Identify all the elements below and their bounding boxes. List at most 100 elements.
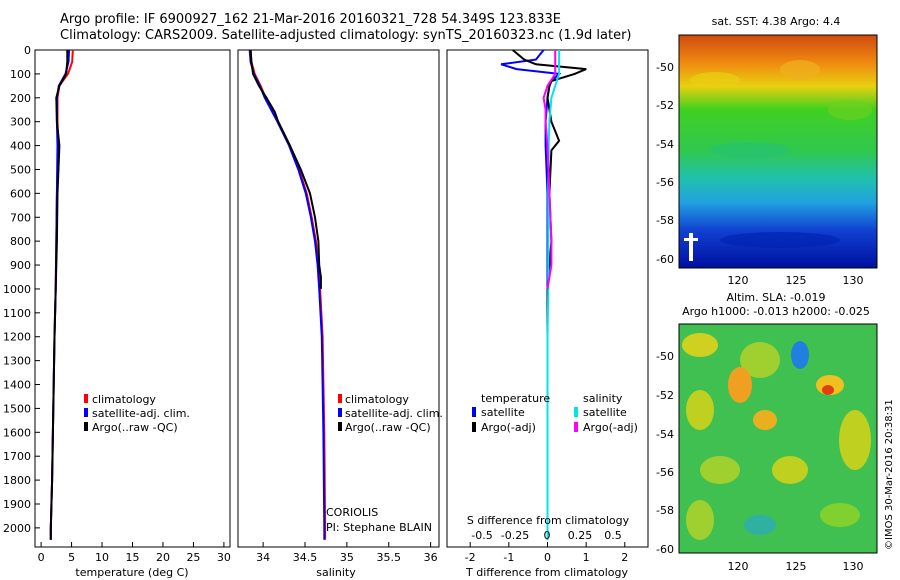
legend-swatch-t-satellite (472, 407, 476, 417)
series-line-salinity-argo-adj- (542, 50, 557, 290)
depth-tick-label: 1300 (3, 355, 31, 368)
series-line-argo-raw-qc- (49, 50, 69, 540)
temperature-panel: 0 5 10 15 20 25 30 (38, 49, 231, 564)
legend-head-temperature: temperature (481, 392, 550, 405)
temperature-axis-label: temperature (deg C) (75, 566, 188, 579)
salinity-panel-frame (237, 49, 440, 548)
s-difference-ticks: -0.5 -0.25 0 0.25 0.5 (471, 529, 621, 542)
x-tick-label: 30 (217, 551, 231, 564)
series-line-satellite-adj-clim- (49, 49, 71, 540)
sst-lat-tick: -52 (656, 99, 674, 112)
depth-tick-label: 600 (10, 187, 31, 200)
sla-lon-tick: 125 (786, 560, 807, 573)
sla-lat-tick: -52 (656, 389, 674, 402)
x-tick-label: 2 (621, 551, 628, 564)
x-tick-label: 1 (583, 551, 590, 564)
salinity-panel: 34 34.5 35 35.5 36 (248, 49, 438, 564)
legend-label-climatology: climatology (92, 393, 156, 406)
sst-lat-tick: -56 (656, 176, 674, 189)
s-tick-label: 0.25 (568, 529, 593, 542)
legend-swatch-climatology (84, 394, 88, 403)
legend-swatch-argo (84, 422, 88, 431)
depth-tick-label: 500 (10, 163, 31, 176)
legend-swatch-s-satellite (574, 407, 578, 417)
difference-panel: -2 -1 0 1 2 (465, 49, 628, 564)
x-tick-label: 15 (126, 551, 140, 564)
x-tick-label: 0 (38, 551, 45, 564)
s-difference-axis-label: S difference from climatology (467, 514, 630, 527)
depth-axis: 0 100 200 300 400 500 600 700 800 900 1000 1100 1200… (3, 44, 40, 535)
sla-map-y-ticks: -50 -52 -54 -56 -58 -60 (656, 350, 674, 556)
legend-head-salinity: salinity (583, 392, 623, 405)
sst-lat-tick: -60 (656, 253, 674, 266)
x-tick-label: 25 (186, 551, 200, 564)
legend-label-argo: Argo(..raw -QC) (92, 421, 178, 434)
series-line-climatology (49, 49, 74, 540)
depth-tick-label: 700 (10, 211, 31, 224)
sst-lat-tick: -50 (656, 61, 674, 74)
depth-tick-label: 300 (10, 116, 31, 129)
legend-label-satellite: satellite-adj. clim. (92, 407, 190, 420)
sst-lat-tick: -54 (656, 138, 674, 151)
climatology-title: Climatology: CARS2009. Satellite-adjuste… (60, 28, 632, 43)
sla-lat-tick: -60 (656, 543, 674, 556)
depth-tick-label: 1200 (3, 331, 31, 344)
sst-map-frame (678, 34, 878, 269)
depth-tick-label: 1700 (3, 450, 31, 463)
sla-lat-tick: -56 (656, 466, 674, 479)
salinity-legend: climatology satellite-adj. clim. Argo(..… (338, 393, 443, 434)
sst-lon-tick: 120 (728, 274, 749, 287)
sla-map-title: Altim. SLA: -0.019 (726, 291, 825, 304)
legend-swatch-s-argo (574, 422, 578, 432)
x-tick-label: 5 (68, 551, 75, 564)
legend-swatch-satellite (84, 408, 88, 417)
watermark: ©IMOS 30-Mar-2016 20:38:31 (884, 399, 895, 550)
credit-coriolis: CORIOLIS (326, 506, 378, 519)
x-tick-label: 0 (544, 551, 551, 564)
legend-swatch-climatology (338, 394, 342, 403)
series-line-climatology (249, 49, 327, 540)
depth-tick-label: 800 (10, 235, 31, 248)
sst-map-x-ticks: 120 125 130 (728, 274, 864, 287)
depth-tick-label: 200 (10, 92, 31, 105)
credit-pi: PI: Stephane BLAIN (326, 521, 432, 534)
s-tick-label: 0.5 (604, 529, 622, 542)
sla-lat-tick: -54 (656, 428, 674, 441)
depth-tick-label: 400 (10, 140, 31, 153)
series-line-satellite-adj-clim- (248, 49, 326, 540)
sst-map-y-ticks: -50 -52 -54 -56 -58 -60 (656, 61, 674, 266)
depth-tick-label: 1800 (3, 474, 31, 487)
series-line-temperature-satellite (500, 49, 562, 540)
sst-map-image (679, 35, 877, 268)
legend-swatch-t-argo (472, 422, 476, 432)
sla-lat-tick: -58 (656, 504, 674, 517)
difference-legend: temperature salinity satellite Argo(-adj… (472, 392, 638, 434)
x-tick-label: -2 (465, 551, 476, 564)
legend-swatch-satellite (338, 408, 342, 417)
x-tick-label: -1 (503, 551, 514, 564)
s-tick-label: -0.5 (471, 529, 492, 542)
sst-lon-tick: 130 (843, 274, 864, 287)
depth-tick-label: 1000 (3, 283, 31, 296)
depth-tick-label: 900 (10, 259, 31, 272)
depth-tick-label: 0 (24, 44, 31, 57)
x-tick-label: 20 (156, 551, 170, 564)
sla-map-x-ticks: 120 125 130 (728, 560, 864, 573)
depth-tick-label: 1100 (3, 307, 31, 320)
sla-lon-tick: 120 (728, 560, 749, 573)
sla-map-frame (678, 323, 878, 554)
sla-map-subtitle: Argo h1000: -0.013 h2000: -0.025 (682, 305, 870, 318)
t-difference-axis-label: T difference from climatology (465, 566, 628, 579)
salinity-axis-label: salinity (316, 566, 356, 579)
sst-lat-tick: -58 (656, 214, 674, 227)
sla-lat-tick: -50 (656, 350, 674, 363)
x-tick-label: 36 (424, 551, 438, 564)
x-tick-label: 10 (95, 551, 109, 564)
sst-lon-tick: 125 (786, 274, 807, 287)
depth-tick-label: 100 (10, 68, 31, 81)
legend-label-argo: Argo(..raw -QC) (345, 421, 431, 434)
profile-title: Argo profile: IF 6900927_162 21-Mar-2016… (60, 12, 562, 27)
legend-label-climatology: climatology (345, 393, 409, 406)
x-tick-label: 35 (340, 551, 354, 564)
